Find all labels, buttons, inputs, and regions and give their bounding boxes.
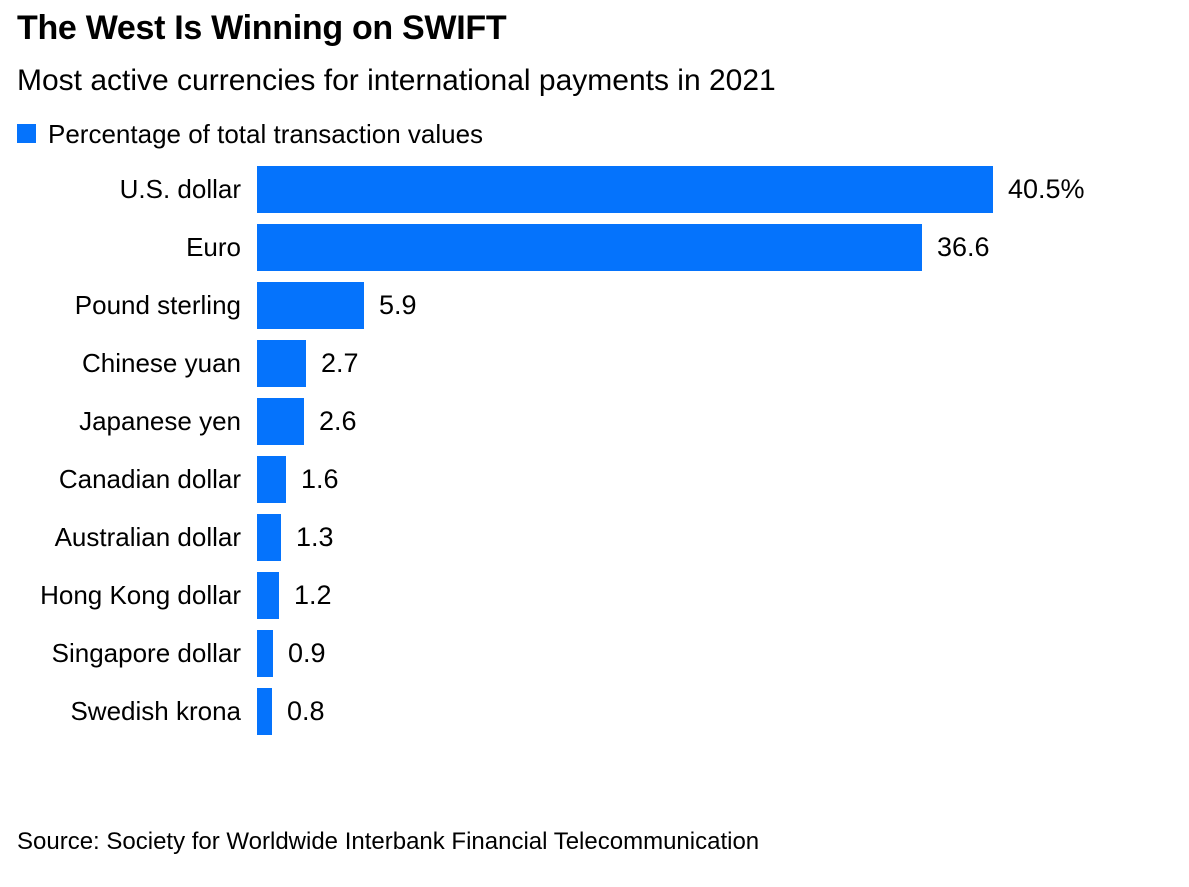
value-label: 2.7 (321, 348, 359, 379)
bar (257, 514, 281, 562)
value-label: 1.2 (294, 580, 332, 611)
bar (257, 224, 922, 272)
bar (257, 688, 272, 736)
chart-row: Japanese yen 2.6 (17, 393, 1169, 451)
chart-row: Chinese yuan 2.7 (17, 335, 1169, 393)
category-label: Singapore dollar (51, 638, 241, 669)
chart-row: Australian dollar 1.3 (17, 509, 1169, 567)
bar (257, 398, 304, 446)
chart-title: The West Is Winning on SWIFT (17, 9, 507, 47)
bar (257, 630, 273, 678)
category-label: Chinese yuan (82, 348, 241, 379)
bar (257, 456, 286, 504)
chart-row: Swedish krona 0.8 (17, 683, 1169, 741)
bar (257, 166, 993, 214)
value-label: 5.9 (379, 290, 417, 321)
bar (257, 572, 279, 620)
value-label: 2.6 (319, 406, 357, 437)
category-label: Japanese yen (79, 406, 241, 437)
bar (257, 340, 306, 388)
chart-row: Pound sterling 5.9 (17, 277, 1169, 335)
value-label: 1.3 (296, 522, 334, 553)
bar (257, 282, 364, 330)
value-label: 36.6 (937, 232, 990, 263)
category-label: Hong Kong dollar (40, 580, 241, 611)
chart-subtitle: Most active currencies for international… (17, 63, 776, 97)
category-label: Canadian dollar (58, 464, 241, 495)
category-label: Euro (186, 232, 241, 263)
value-label: 0.8 (287, 696, 325, 727)
chart-row: Singapore dollar 0.9 (17, 625, 1169, 683)
chart-row: Hong Kong dollar 1.2 (17, 567, 1169, 625)
source-note: Source: Society for Worldwide Interbank … (17, 828, 760, 855)
value-label: 40.5% (1008, 174, 1085, 205)
chart-page: The West Is Winning on SWIFT Most active… (17, 9, 1169, 855)
chart-row: Euro 36.6 (17, 219, 1169, 277)
legend-swatch-icon (17, 124, 36, 144)
chart-row: U.S. dollar 40.5% (17, 161, 1169, 219)
category-label: U.S. dollar (119, 174, 241, 205)
category-label: Pound sterling (74, 290, 241, 321)
chart-row: Canadian dollar 1.6 (17, 451, 1169, 509)
value-label: 1.6 (301, 464, 339, 495)
legend: Percentage of total transaction values (17, 121, 1169, 147)
value-label: 0.9 (288, 638, 326, 669)
category-label: Swedish krona (70, 696, 241, 727)
chart-rows: U.S. dollar 40.5% Euro 36.6 Pound sterli… (17, 161, 1169, 741)
category-label: Australian dollar (54, 522, 241, 553)
legend-label: Percentage of total transaction values (48, 118, 484, 149)
